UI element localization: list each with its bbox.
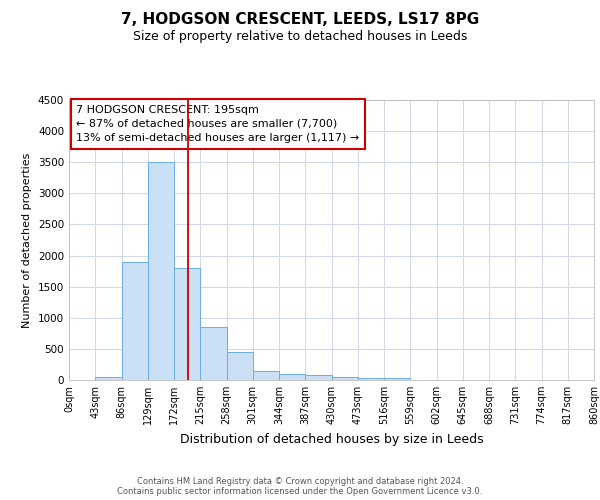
Bar [121, 262, 148, 380]
Bar [305, 376, 331, 380]
Bar [200, 327, 227, 380]
Bar [95, 377, 121, 380]
Bar [148, 162, 174, 380]
Bar [174, 268, 200, 380]
Bar [384, 378, 410, 380]
Text: Contains HM Land Registry data © Crown copyright and database right 2024.
Contai: Contains HM Land Registry data © Crown c… [118, 476, 482, 496]
Bar [331, 377, 358, 380]
Text: Size of property relative to detached houses in Leeds: Size of property relative to detached ho… [133, 30, 467, 43]
X-axis label: Distribution of detached houses by size in Leeds: Distribution of detached houses by size … [179, 432, 484, 446]
Text: 7, HODGSON CRESCENT, LEEDS, LS17 8PG: 7, HODGSON CRESCENT, LEEDS, LS17 8PG [121, 12, 479, 28]
Y-axis label: Number of detached properties: Number of detached properties [22, 152, 32, 328]
Text: 7 HODGSON CRESCENT: 195sqm
← 87% of detached houses are smaller (7,700)
13% of s: 7 HODGSON CRESCENT: 195sqm ← 87% of deta… [76, 105, 359, 143]
Bar [358, 378, 384, 380]
Bar [227, 352, 253, 380]
Bar [279, 374, 305, 380]
Bar [253, 370, 279, 380]
